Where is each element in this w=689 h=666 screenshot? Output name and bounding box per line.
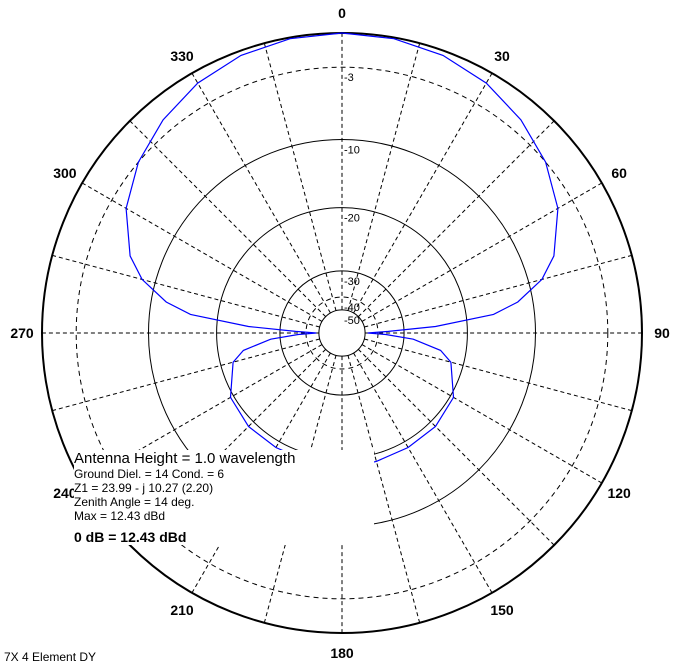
max-gain-text: Max = 12.43 dBd [74, 509, 166, 523]
radial-gridline [357, 348, 555, 546]
radial-db-label: -50 [344, 315, 360, 327]
dashed-ring [75, 66, 609, 600]
radial-gridline [129, 120, 327, 318]
azimuth-labels: 0 30 60 90 120 150 180 210 240 270 300 330 [10, 5, 670, 661]
radial-db-label: -40 [344, 302, 360, 314]
radial-gridline [364, 338, 632, 412]
azimuth-label: 330 [170, 48, 194, 64]
azimuth-label: 270 [10, 325, 34, 341]
footer-caption: 7X 4 Element DY [4, 650, 97, 664]
radial-gridline [81, 182, 323, 322]
radial-gridline [347, 43, 421, 311]
azimuth-label: 300 [53, 165, 77, 181]
radial-gridline [263, 43, 337, 311]
ground-text: Ground Diel. = 14 Cond. = 6 [74, 467, 225, 481]
reference-level-text: 0 dB = 12.43 dBd [74, 529, 187, 545]
azimuth-label: 90 [654, 325, 670, 341]
radial-gridline [353, 72, 493, 314]
radial-db-label: -30 [344, 276, 360, 288]
radial-db-label: -20 [344, 213, 360, 225]
radial-gridline [52, 254, 320, 328]
radial-db-label: -3 [344, 72, 354, 84]
solid-ring [279, 270, 405, 396]
azimuth-label: 240 [53, 485, 77, 501]
radial-db-label: -10 [344, 145, 360, 157]
radial-gridline [361, 344, 603, 484]
radial-labels: -3 -10 -20 -30 -40-50 [344, 72, 360, 327]
solid-ring [318, 309, 366, 357]
radial-gridline [52, 338, 320, 412]
azimuth-label: 150 [490, 602, 514, 618]
zenith-angle-text: Zenith Angle = 14 deg. [74, 495, 195, 509]
azimuth-label: 30 [494, 48, 510, 64]
dashed-ring [305, 296, 379, 370]
azimuth-label: 120 [607, 485, 631, 501]
antenna-height-text: Antenna Height = 1.0 wavelength [74, 450, 296, 467]
radial-gridline [191, 72, 331, 314]
antenna-info-box: Antenna Height = 1.0 wavelength Ground D… [74, 450, 374, 545]
azimuth-label: 180 [330, 645, 354, 661]
azimuth-label: 60 [611, 165, 627, 181]
impedance-text: Z1 = 23.99 - j 10.27 (2.20) [74, 481, 214, 495]
radial-gridline [353, 352, 493, 594]
radial-gridline [364, 254, 632, 328]
azimuth-label: 0 [338, 5, 346, 21]
azimuth-label: 210 [170, 602, 194, 618]
radial-gridline [361, 182, 603, 322]
radial-gridline [357, 120, 555, 318]
